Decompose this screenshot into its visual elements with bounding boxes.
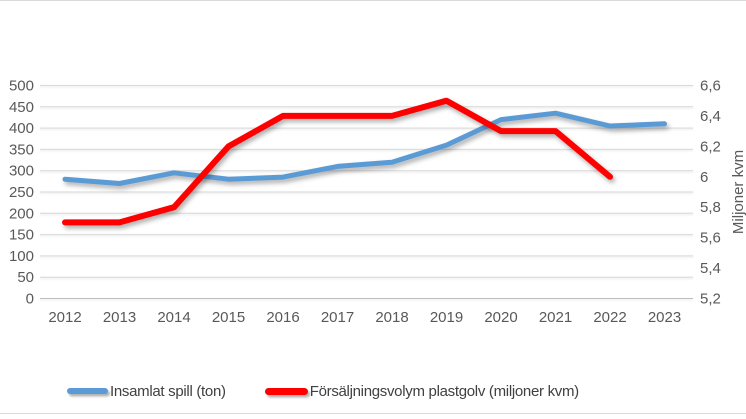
legend-label-insamlat-spill: Insamlat spill (ton) [110,382,226,400]
svg-text:2016: 2016 [266,309,299,326]
top-border-line [0,0,746,1]
svg-text:6: 6 [700,169,708,186]
svg-text:5,8: 5,8 [700,199,721,216]
svg-text:2019: 2019 [430,309,463,326]
svg-text:300: 300 [9,163,34,180]
legend-item-forsaljningsvolym: Försäljningsvolym plastgolv (miljoner kv… [264,382,579,400]
svg-text:450: 450 [9,99,34,116]
svg-text:2023: 2023 [648,309,681,326]
svg-text:2013: 2013 [103,309,136,326]
svg-text:250: 250 [9,184,34,201]
svg-text:2017: 2017 [321,309,354,326]
svg-text:150: 150 [9,227,34,244]
svg-text:2014: 2014 [157,309,190,326]
legend-swatch-red-line [264,387,308,395]
svg-text:400: 400 [9,120,34,137]
svg-text:6,4: 6,4 [700,108,721,125]
svg-text:6,6: 6,6 [700,78,721,95]
svg-text:6,2: 6,2 [700,138,721,155]
svg-text:100: 100 [9,248,34,265]
svg-text:500: 500 [9,78,34,95]
svg-text:2020: 2020 [484,309,517,326]
svg-text:2021: 2021 [539,309,572,326]
svg-text:2022: 2022 [593,309,626,326]
bottom-border-line [0,413,746,414]
svg-text:0: 0 [26,291,34,308]
svg-text:50: 50 [17,269,34,286]
legend-item-insamlat-spill: Insamlat spill (ton) [67,383,226,400]
svg-text:2012: 2012 [48,309,81,326]
chart-legend: Insamlat spill (ton) Försäljningsvolym p… [67,381,579,401]
svg-text:5,6: 5,6 [700,230,721,247]
legend-swatch-blue-line [67,388,108,394]
legend-label-forsaljningsvolym: Försäljningsvolym plastgolv (miljoner kv… [309,382,579,400]
svg-text:200: 200 [9,205,34,222]
svg-text:5,4: 5,4 [700,260,721,277]
svg-text:Miljoner kvm: Miljoner kvm [730,150,746,234]
svg-text:2018: 2018 [375,309,408,326]
svg-text:350: 350 [9,141,34,158]
svg-text:2015: 2015 [212,309,245,326]
svg-text:5,2: 5,2 [700,291,721,308]
